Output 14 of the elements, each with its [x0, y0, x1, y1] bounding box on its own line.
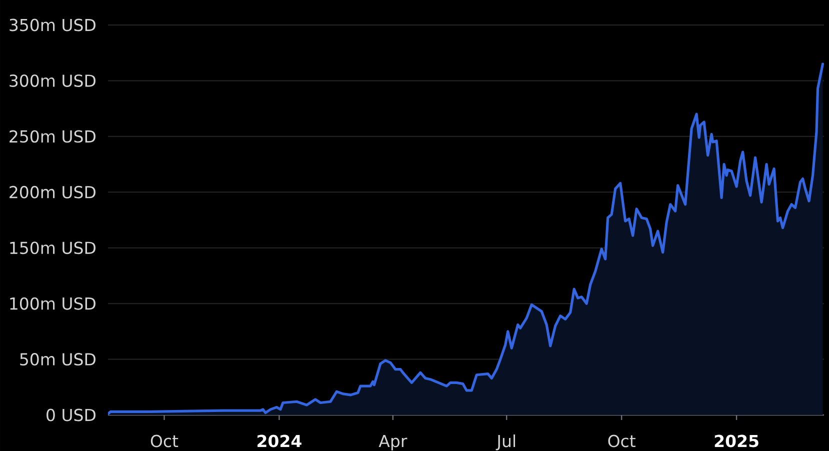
y-tick-label: 350m USD	[10, 18, 96, 32]
x-tick-label: Oct	[150, 434, 178, 448]
x-tick-label: 2024	[258, 434, 302, 448]
x-tick-label: Oct	[608, 434, 636, 448]
y-tick-label: 0 USD	[46, 408, 96, 422]
x-tick-label: Jul	[496, 434, 516, 450]
y-tick-label: 250m USD	[10, 130, 96, 143]
y-tick-label: 100m USD	[10, 297, 96, 310]
y-tick-label: 200m USD	[10, 186, 96, 198]
y-tick-label: 150m USD	[10, 242, 96, 254]
y-tick-label: 50m USD	[20, 353, 96, 366]
x-tick-label: 2025	[714, 434, 758, 448]
x-tick-label: Apr	[378, 434, 408, 450]
y-tick-label: 300m USD	[10, 74, 96, 87]
